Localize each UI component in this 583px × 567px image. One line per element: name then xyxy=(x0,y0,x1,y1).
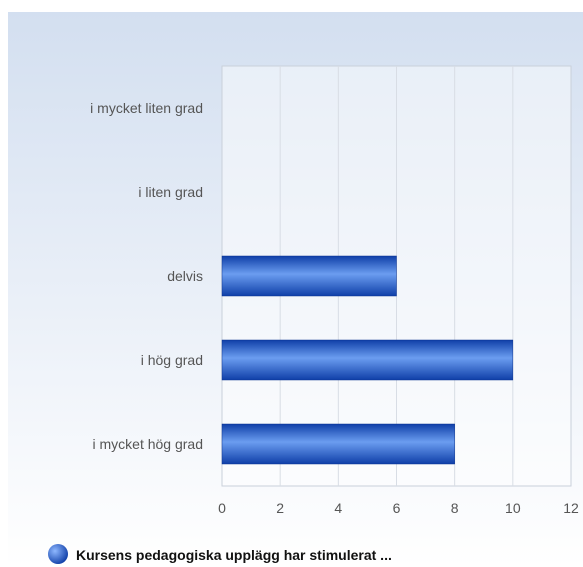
x-tick-label: 6 xyxy=(393,500,401,516)
bar[interactable] xyxy=(221,339,514,381)
category-label: i liten grad xyxy=(138,184,203,200)
legend-label: Kursens pedagogiska upplägg har stimuler… xyxy=(76,547,392,563)
category-label: i mycket liten grad xyxy=(90,100,203,116)
bars xyxy=(221,255,514,465)
category-label: i hög grad xyxy=(141,352,203,368)
category-label: delvis xyxy=(167,268,203,284)
x-tick-label: 0 xyxy=(218,500,226,516)
x-tick-label: 4 xyxy=(334,500,342,516)
bar[interactable] xyxy=(221,423,455,465)
legend-marker xyxy=(48,544,68,564)
x-tick-label: 12 xyxy=(563,500,579,516)
x-tick-label: 2 xyxy=(276,500,284,516)
legend[interactable]: Kursens pedagogiska upplägg har stimuler… xyxy=(48,544,392,564)
x-tick-label: 8 xyxy=(451,500,459,516)
category-labels: i mycket liten grad i liten grad delvis i h… xyxy=(90,100,203,452)
x-axis-tick-labels: 0 2 4 6 8 10 12 xyxy=(218,500,579,516)
bar[interactable] xyxy=(221,255,397,297)
category-label: i mycket hög grad xyxy=(93,436,204,452)
x-tick-label: 10 xyxy=(505,500,521,516)
